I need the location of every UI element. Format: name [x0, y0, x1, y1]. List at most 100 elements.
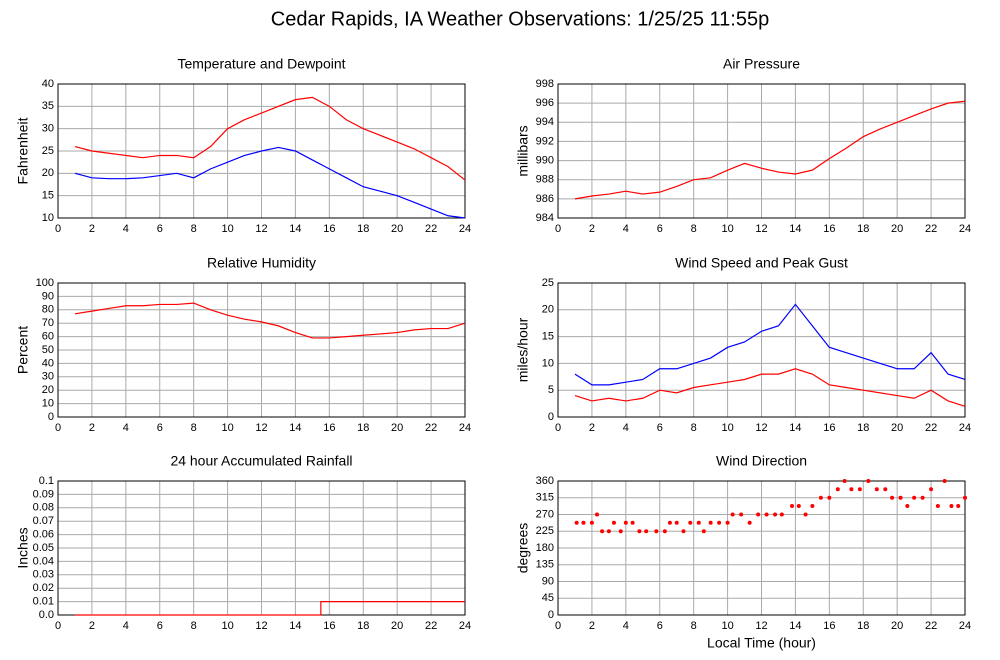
y-tick-label: 0.02 — [33, 582, 54, 594]
y-tick-label: 0.0 — [39, 609, 54, 621]
y-tick-label: 994 — [536, 116, 554, 128]
x-tick-label: 2 — [589, 422, 595, 434]
y-axis-label: Percent — [15, 326, 31, 374]
data-point — [730, 512, 735, 517]
data-point — [717, 520, 722, 525]
y-tick-label: 0.01 — [33, 596, 54, 608]
x-tick-label: 22 — [925, 223, 937, 235]
x-tick-label: 8 — [191, 422, 197, 434]
x-tick-label: 16 — [823, 620, 835, 632]
data-point — [857, 487, 862, 492]
data-point — [764, 512, 769, 517]
data-point — [701, 529, 706, 534]
x-tick-label: 4 — [623, 620, 629, 632]
x-tick-label: 22 — [425, 620, 437, 632]
y-tick-label: 990 — [536, 154, 554, 166]
data-point — [810, 503, 815, 508]
data-point — [963, 495, 967, 500]
x-tick-label: 20 — [891, 223, 903, 235]
x-tick-label: 20 — [391, 620, 403, 632]
plot-frame — [557, 480, 966, 616]
x-tick-label: 20 — [891, 620, 903, 632]
x-tick-label: 8 — [191, 620, 197, 632]
x-tick-label: 8 — [691, 223, 697, 235]
data-point — [623, 520, 628, 525]
y-tick-label: 90 — [542, 575, 554, 587]
data-point — [708, 520, 713, 525]
data-point — [773, 512, 778, 517]
data-point — [890, 495, 895, 500]
y-tick-label: 30 — [42, 123, 54, 135]
y-axis-label: Inches — [15, 527, 31, 568]
y-tick-label: 50 — [42, 344, 54, 356]
x-tick-label: 10 — [721, 422, 733, 434]
subplot-title: 24 hour Accumulated Rainfall — [170, 453, 352, 469]
data-point — [644, 529, 649, 534]
y-axis-label: Fahrenheit — [15, 117, 31, 184]
y-tick-label: 45 — [542, 592, 554, 604]
y-tick-label: 0 — [48, 411, 54, 423]
data-line — [74, 146, 466, 219]
x-tick-label: 2 — [89, 223, 95, 235]
x-tick-label: 2 — [589, 620, 595, 632]
data-point — [842, 479, 847, 483]
x-tick-label: 6 — [657, 223, 663, 235]
y-tick-label: 998 — [536, 78, 554, 90]
data-point — [898, 495, 903, 500]
x-tick-label: 24 — [459, 422, 471, 434]
y-tick-label: 90 — [42, 290, 54, 302]
y-tick-label: 10 — [42, 212, 54, 224]
x-tick-label: 14 — [289, 422, 301, 434]
y-tick-label: 0.04 — [33, 555, 54, 567]
page-title: Cedar Rapids, IA Weather Observations: 1… — [271, 8, 769, 30]
data-line — [74, 96, 466, 181]
x-tick-label: 12 — [255, 620, 267, 632]
y-tick-label: 0.05 — [33, 542, 54, 554]
x-tick-label: 18 — [857, 422, 869, 434]
x-tick-label: 24 — [459, 223, 471, 235]
data-point — [667, 520, 672, 525]
data-point — [637, 529, 642, 534]
x-tick-label: 16 — [323, 422, 335, 434]
data-point — [956, 503, 961, 508]
x-tick-label: 18 — [357, 620, 369, 632]
y-tick-label: 20 — [42, 384, 54, 396]
y-tick-label: 270 — [536, 508, 554, 520]
y-tick-label: 180 — [536, 542, 554, 554]
data-point — [756, 512, 761, 517]
x-tick-label: 24 — [959, 620, 971, 632]
data-point — [581, 520, 586, 525]
data-point — [818, 495, 823, 500]
data-line — [574, 100, 966, 200]
y-tick-label: 360 — [536, 475, 554, 487]
y-tick-label: 10 — [42, 398, 54, 410]
y-tick-label: 20 — [542, 304, 554, 316]
y-tick-label: 0.09 — [33, 488, 54, 500]
y-tick-label: 80 — [42, 304, 54, 316]
data-point — [688, 520, 693, 525]
y-tick-label: 5 — [548, 384, 554, 396]
data-point — [681, 529, 686, 534]
x-tick-label: 8 — [191, 223, 197, 235]
data-point — [747, 520, 752, 525]
x-tick-label: 10 — [221, 223, 233, 235]
x-tick-label: 16 — [323, 223, 335, 235]
x-tick-label: 10 — [721, 620, 733, 632]
y-tick-label: 60 — [42, 331, 54, 343]
y-tick-label: 100 — [36, 277, 54, 289]
y-tick-label: 15 — [42, 190, 54, 202]
y-tick-label: 0 — [548, 609, 554, 621]
x-tick-label: 14 — [289, 223, 301, 235]
y-tick-label: 315 — [536, 492, 554, 504]
data-line — [574, 303, 966, 386]
data-point — [662, 529, 667, 534]
data-point — [874, 487, 879, 492]
data-line — [74, 302, 466, 339]
x-tick-label: 2 — [89, 620, 95, 632]
data-line — [574, 368, 966, 407]
y-tick-label: 40 — [42, 357, 54, 369]
x-tick-label: 14 — [789, 422, 801, 434]
x-tick-label: 12 — [755, 422, 767, 434]
y-tick-label: 30 — [42, 371, 54, 383]
